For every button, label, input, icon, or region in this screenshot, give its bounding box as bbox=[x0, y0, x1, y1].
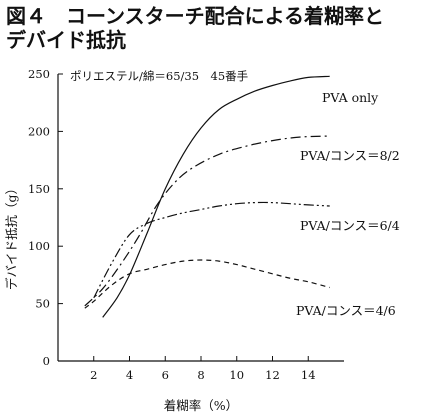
series-label-pva-6-4: PVA/コンス＝6/4 bbox=[300, 218, 400, 233]
y-tick-label: 150 bbox=[28, 182, 50, 196]
x-tick-label: 10 bbox=[229, 368, 244, 382]
x-axis-label: 着糊率（%） bbox=[164, 398, 238, 413]
series-layer bbox=[84, 75, 330, 318]
y-tick-label: 0 bbox=[43, 354, 50, 368]
series-line-pva-8-2 bbox=[84, 135, 330, 307]
chart-note: ポリエステル/綿＝65/35 45番手 bbox=[70, 69, 248, 83]
x-tick-label: 12 bbox=[265, 368, 280, 382]
x-tick-label: 14 bbox=[301, 368, 316, 382]
y-axis-label: デバイド抵抗（g） bbox=[4, 182, 19, 290]
chart-axes: 0 50 100 150 200 250 2 4 6 8 10 12 14 着糊率（%） デバイド抵抗（g）… bbox=[4, 67, 344, 413]
x-tick-label: 6 bbox=[162, 368, 169, 382]
series-label-pva-8-2: PVA/コンス＝8/2 bbox=[300, 148, 400, 163]
x-tick-label: 8 bbox=[197, 368, 204, 382]
series-label-pva-4-6: PVA/コンス＝4/6 bbox=[296, 303, 396, 318]
figure-title-line-2: デバイド抵抗 bbox=[6, 28, 126, 52]
figure-title-line-1: 図４ コーンスターチ配合による着糊率と bbox=[6, 4, 384, 28]
labels-layer: PVA only PVA/コンス＝8/2 PVA/コンス＝6/4 PVA/コンス＝4/… bbox=[296, 90, 400, 318]
y-tick-label: 200 bbox=[28, 124, 50, 138]
x-tick-label: 2 bbox=[90, 368, 97, 382]
series-line-pva-only bbox=[102, 75, 330, 318]
y-tick-label: 50 bbox=[35, 297, 50, 311]
y-tick-label: 100 bbox=[28, 239, 50, 253]
series-line-pva-4-6 bbox=[84, 259, 330, 309]
y-tick-label: 250 bbox=[28, 67, 50, 81]
series-label-pva-only: PVA only bbox=[322, 90, 379, 105]
x-tick-label: 4 bbox=[126, 368, 133, 382]
series-line-pva-6-4 bbox=[93, 201, 330, 299]
